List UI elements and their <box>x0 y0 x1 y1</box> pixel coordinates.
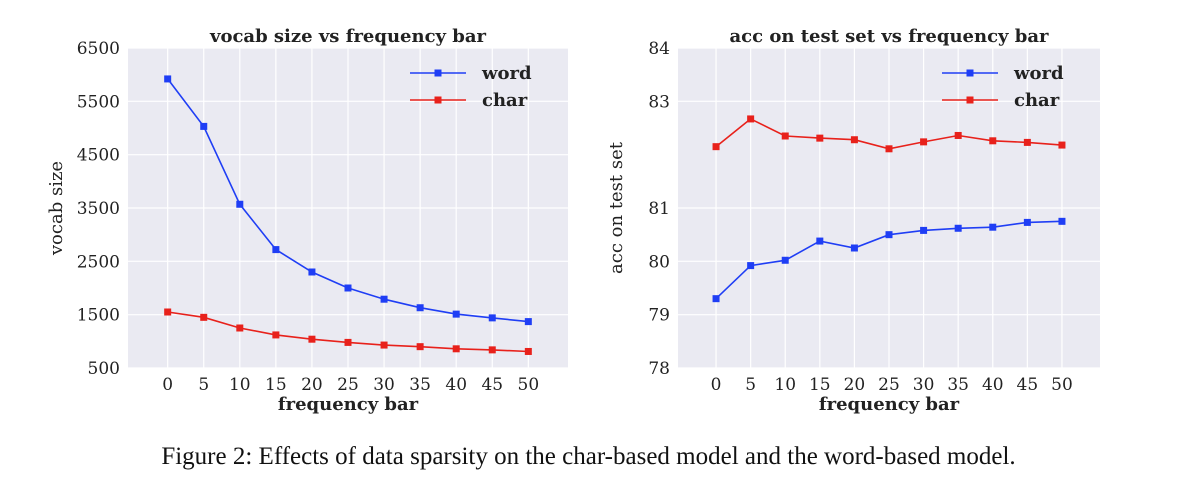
data-point-word <box>416 304 424 312</box>
data-point-char <box>954 131 962 139</box>
y-tick-label: 79 <box>648 306 670 326</box>
figure-caption: Figure 2: Effects of data sparsity on th… <box>161 443 1016 470</box>
data-point-char <box>200 313 208 321</box>
x-tick-label: 20 <box>301 375 323 395</box>
data-point-word <box>989 223 997 231</box>
y-tick-label: 81 <box>648 199 670 219</box>
data-point-word <box>816 237 824 245</box>
x-tick-label: 25 <box>878 375 900 395</box>
x-tick-label: 35 <box>409 375 431 395</box>
data-point-word <box>850 244 858 252</box>
data-point-word <box>712 295 720 303</box>
data-point-char <box>380 341 388 349</box>
x-tick-label: 5 <box>198 375 209 395</box>
data-point-word <box>452 310 460 318</box>
data-point-char <box>1023 138 1031 146</box>
data-point-word <box>1058 217 1066 225</box>
legend-marker-char <box>966 96 974 104</box>
legend-marker-char <box>434 96 442 104</box>
x-tick-label: 10 <box>774 375 796 395</box>
data-point-word <box>380 295 388 303</box>
x-tick-label: 40 <box>445 375 467 395</box>
x-tick-label: 35 <box>947 375 969 395</box>
y-tick-label: 80 <box>648 252 670 272</box>
y-tick-label: 78 <box>648 359 670 379</box>
data-point-word <box>781 256 789 264</box>
y-tick-label: 83 <box>648 92 670 112</box>
x-tick-label: 40 <box>982 375 1004 395</box>
legend-label-char: char <box>1014 90 1060 111</box>
y-axis-label: vocab size <box>46 161 67 256</box>
x-tick-label: 10 <box>229 375 251 395</box>
data-point-char <box>781 132 789 140</box>
data-point-char <box>308 335 316 343</box>
data-point-word <box>885 231 893 239</box>
data-point-word <box>954 224 962 232</box>
data-point-char <box>885 145 893 153</box>
data-point-char <box>524 347 532 355</box>
data-point-char <box>236 324 244 332</box>
x-tick-label: 15 <box>809 375 831 395</box>
data-point-char <box>344 338 352 346</box>
legend-label-word: word <box>1013 63 1064 84</box>
x-tick-label: 50 <box>1051 375 1073 395</box>
data-point-word <box>524 318 532 326</box>
chart-vocab-size-svg: 0 5 10 15 20 25 30 35 40 45 50 500 1500 2500 3500 4500 5… <box>46 26 568 415</box>
x-tick-label: 45 <box>481 375 503 395</box>
data-point-char <box>164 308 172 316</box>
data-point-char <box>989 137 997 145</box>
data-point-char <box>1058 141 1066 149</box>
x-tick-label: 0 <box>711 375 722 395</box>
chart-vocab-size: 0 5 10 15 20 25 30 35 40 45 50 500 1500 2500 3500 4500 5… <box>0 0 580 420</box>
y-tick-label: 500 <box>88 359 120 379</box>
data-point-word <box>488 314 496 322</box>
data-point-char <box>452 345 460 353</box>
x-tick-label: 30 <box>913 375 935 395</box>
x-tick-label: 5 <box>745 375 756 395</box>
legend-label-word: word <box>481 63 532 84</box>
y-tick-label: 1500 <box>77 306 120 326</box>
x-tick-label: 15 <box>265 375 287 395</box>
chart-accuracy: 0 5 10 15 20 25 30 35 40 45 50 78 79 80 81 83 84 acc on t… <box>590 0 1177 420</box>
y-tick-label: 6500 <box>77 39 120 59</box>
x-tick-label: 0 <box>162 375 173 395</box>
chart-title: vocab size vs frequency bar <box>209 26 487 47</box>
chart-title: acc on test set vs frequency bar <box>729 26 1049 47</box>
y-tick-label: 2500 <box>77 252 120 272</box>
data-point-word <box>272 246 280 254</box>
y-tick-label: 4500 <box>77 146 120 166</box>
data-point-word <box>200 122 208 130</box>
data-point-char <box>272 331 280 339</box>
data-point-char <box>712 143 720 151</box>
data-point-word <box>308 268 316 276</box>
legend-marker-word <box>434 69 442 77</box>
x-tick-label: 25 <box>337 375 359 395</box>
data-point-word <box>1023 218 1031 226</box>
data-point-char <box>920 138 928 146</box>
data-point-word <box>344 284 352 292</box>
chart-accuracy-svg: 0 5 10 15 20 25 30 35 40 45 50 78 79 80 81 83 84 acc on t… <box>606 26 1100 415</box>
data-point-word <box>920 226 928 234</box>
y-tick-label: 84 <box>648 39 670 59</box>
x-tick-label: 20 <box>844 375 866 395</box>
data-point-char <box>850 136 858 144</box>
data-point-char <box>816 134 824 142</box>
data-point-word <box>164 75 172 83</box>
x-tick-label: 50 <box>518 375 540 395</box>
data-point-char <box>488 346 496 354</box>
y-tick-label: 3500 <box>77 199 120 219</box>
x-axis-label: frequency bar <box>278 394 419 415</box>
legend-marker-word <box>966 69 974 77</box>
x-tick-label: 45 <box>1017 375 1039 395</box>
x-tick-label: 30 <box>373 375 395 395</box>
data-point-word <box>747 262 755 270</box>
legend-label-char: char <box>482 90 528 111</box>
x-axis-label: frequency bar <box>819 394 960 415</box>
y-tick-label: 5500 <box>77 92 120 112</box>
data-point-char <box>747 115 755 123</box>
data-point-word <box>236 200 244 208</box>
y-axis-label: acc on test set <box>606 141 627 274</box>
data-point-char <box>416 343 424 351</box>
